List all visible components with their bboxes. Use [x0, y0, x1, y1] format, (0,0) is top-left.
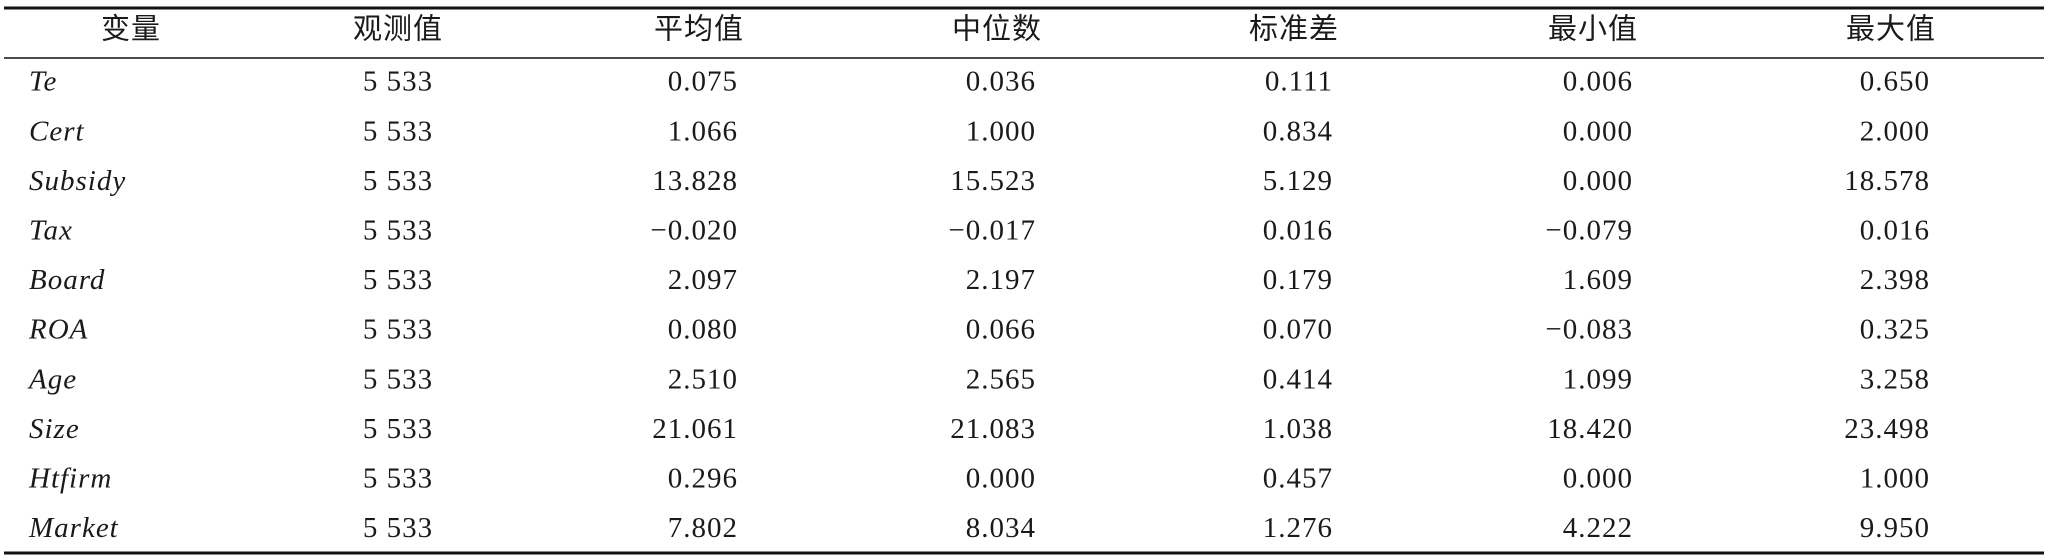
table-cell: 0.080 [668, 314, 738, 346]
header-cell: 变量 [101, 13, 161, 46]
table-cell: 2.097 [668, 264, 738, 296]
variable-name: Cert [29, 115, 85, 147]
table-cell: 0.066 [966, 314, 1036, 346]
table-cell: −0.083 [1545, 314, 1633, 346]
table-cell: 18.578 [1844, 165, 1930, 197]
table-cell: 0.000 [1563, 115, 1633, 147]
table-cell: 0.325 [1860, 314, 1930, 346]
table-cell: 5 533 [363, 214, 433, 246]
table-cell: −0.079 [1545, 214, 1633, 246]
table-cell: 0.070 [1263, 314, 1333, 346]
table-cell: 7.802 [668, 512, 738, 544]
table-cell: 5 533 [363, 264, 433, 296]
table-cell: 23.498 [1844, 413, 1930, 445]
variable-name: Htfirm [28, 462, 112, 494]
header-cell: 平均值 [654, 13, 744, 46]
table-cell: 8.034 [966, 512, 1036, 544]
table-cell: 0.075 [668, 66, 738, 98]
table-cell: 0.296 [668, 462, 738, 494]
table-cell: 5 533 [363, 66, 433, 98]
table-cell: 0.016 [1860, 214, 1930, 246]
table-cell: 5.129 [1263, 165, 1333, 197]
table-cell: 0.000 [966, 462, 1036, 494]
table-cell: 2.398 [1860, 264, 1930, 296]
table-cell: 0.457 [1263, 462, 1333, 494]
variable-name: Tax [29, 214, 73, 246]
table-cell: 9.950 [1860, 512, 1930, 544]
variable-name: Subsidy [29, 165, 126, 197]
table-cell: 0.000 [1563, 165, 1633, 197]
table-cell: 1.000 [1860, 462, 1930, 494]
header-cell: 中位数 [952, 13, 1042, 46]
table-cell: 1.000 [966, 115, 1036, 147]
header-cell: 标准差 [1249, 13, 1339, 46]
table-cell: 1.099 [1563, 363, 1633, 395]
table-cell: 1.276 [1263, 512, 1333, 544]
table-cell: 0.650 [1860, 66, 1930, 98]
table-cell: 5 533 [363, 314, 433, 346]
table-cell: 2.000 [1860, 115, 1930, 147]
table-cell: 2.510 [668, 363, 738, 395]
table-cell: 5 533 [363, 363, 433, 395]
variable-name: Board [29, 264, 105, 296]
table-cell: 5 533 [363, 413, 433, 445]
table-cell: 2.565 [966, 363, 1036, 395]
table-cell: 0.834 [1263, 115, 1333, 147]
table-cell: 5 533 [363, 512, 433, 544]
table-cell: 0.016 [1263, 214, 1333, 246]
table-cell: 1.609 [1563, 264, 1633, 296]
table-cell: −0.020 [650, 214, 738, 246]
table-cell: 13.828 [652, 165, 738, 197]
variable-name: Size [29, 413, 80, 445]
table-cell: 0.179 [1263, 264, 1333, 296]
variable-name: ROA [28, 314, 88, 346]
table-cell: 4.222 [1563, 512, 1633, 544]
header-cell: 最小值 [1548, 13, 1638, 46]
table-cell: 5 533 [363, 165, 433, 197]
table-cell: 0.111 [1265, 66, 1333, 98]
header-cell: 最大值 [1846, 13, 1936, 46]
table-cell: 15.523 [950, 165, 1036, 197]
table-cell: 1.066 [668, 115, 738, 147]
table-cell: 21.061 [652, 413, 738, 445]
variable-name: Market [28, 512, 119, 544]
table-cell: 0.414 [1263, 363, 1333, 395]
table-cell: 1.038 [1263, 413, 1333, 445]
table-cell: 0.006 [1563, 66, 1633, 98]
variable-name: Te [29, 66, 57, 98]
table-cell: 5 533 [363, 115, 433, 147]
table-cell: 0.000 [1563, 462, 1633, 494]
variable-name: Age [27, 363, 77, 395]
table-cell: −0.017 [948, 214, 1036, 246]
table-cell: 0.036 [966, 66, 1036, 98]
table-cell: 21.083 [950, 413, 1036, 445]
table-cell: 18.420 [1547, 413, 1633, 445]
table-cell: 3.258 [1860, 363, 1930, 395]
table-cell: 5 533 [363, 462, 433, 494]
table-cell: 2.197 [966, 264, 1036, 296]
header-cell: 观测值 [353, 13, 443, 46]
